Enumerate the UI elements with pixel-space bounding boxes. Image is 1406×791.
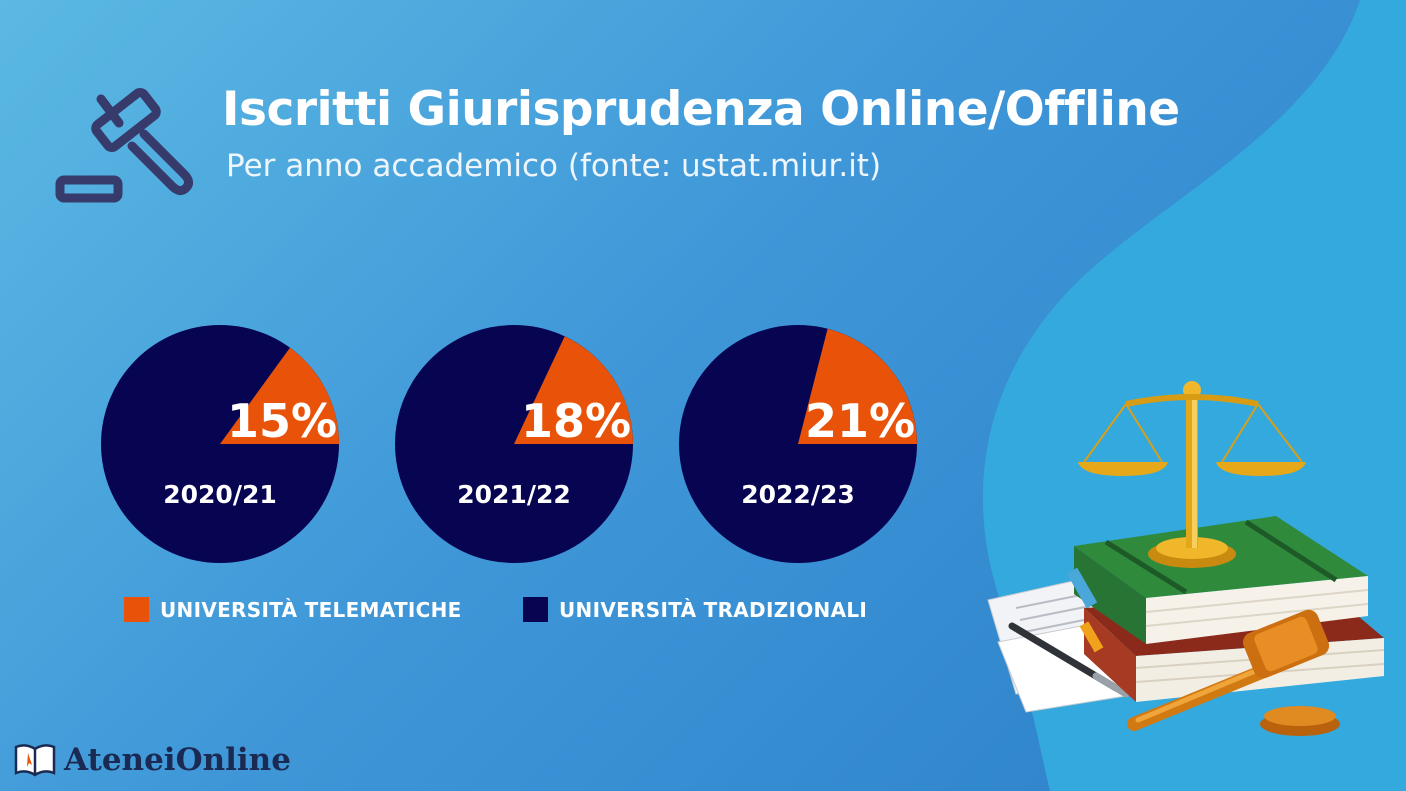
pen: [1008, 622, 1130, 698]
legend-swatch-telematiche: [124, 597, 149, 622]
pie-chart-2: 18% 2021/22: [395, 325, 633, 563]
legend-label-tradizionali: UNIVERSITÀ TRADIZIONALI: [559, 597, 868, 622]
pie-percent-label: 21%: [805, 394, 915, 448]
pie-slice-telematiche: [514, 336, 633, 444]
law-illustration: [987, 381, 1385, 736]
pie-year-label: 2021/22: [457, 480, 571, 509]
open-book-icon: [14, 744, 56, 777]
pie-year-label: 2020/21: [163, 480, 277, 509]
gavel-illustration-icon: [1127, 609, 1340, 736]
legend-item-tradizionali: UNIVERSITÀ TRADIZIONALI: [523, 597, 867, 622]
legend-item-telematiche: UNIVERSITÀ TELEMATICHE: [124, 597, 462, 622]
gavel-icon: [55, 88, 194, 203]
chart-title: Iscritti Giurisprudenza Online/Offline: [222, 82, 1180, 137]
pie-percent-label: 18%: [521, 394, 631, 448]
legend-swatch-tradizionali: [523, 597, 548, 622]
pie-slice-telematiche: [798, 328, 918, 444]
brand-logo[interactable]: AteneiOnline: [14, 742, 291, 778]
pie-chart-3: 21% 2022/23: [679, 325, 918, 563]
chart-subtitle: Per anno accademico (fonte: ustat.miur.i…: [226, 148, 882, 184]
pie-year-label: 2022/23: [741, 480, 855, 509]
book-top: [1066, 516, 1369, 653]
legend-label-telematiche: UNIVERSITÀ TELEMATICHE: [160, 597, 462, 622]
pie-slice-telematiche: [220, 347, 339, 444]
pie-chart-1: 15% 2020/21: [101, 325, 339, 563]
scales-of-justice: [1078, 381, 1306, 568]
pie-percent-label: 15%: [227, 394, 337, 448]
brand-name[interactable]: AteneiOnline: [64, 742, 291, 778]
